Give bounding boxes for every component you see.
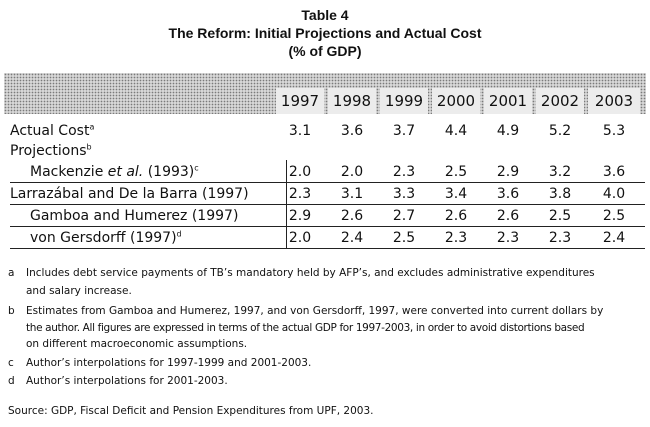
table-cell: 2.6 [444, 208, 468, 224]
year-header-2001: 2001 [488, 92, 528, 110]
row-divider [10, 226, 645, 227]
table-cell: 2.5 [548, 208, 572, 224]
table-cell: 2.6 [496, 208, 520, 224]
year-bg [276, 88, 324, 114]
row-label-actual-cost: Actual Costa [10, 122, 94, 140]
table-cell: 2.5 [392, 230, 416, 246]
table-cell: 2.3 [496, 230, 520, 246]
footnote-marker: c [194, 163, 199, 173]
row-label-italic: et al. [107, 164, 144, 180]
table-cell: 4.4 [444, 123, 468, 139]
table-cell: 3.6 [340, 123, 364, 139]
row-label-text: (1993) [143, 164, 195, 180]
table-cell: 2.9 [288, 208, 312, 224]
note-b-line3: on different macroeconomic assumptions. [26, 338, 248, 350]
year-bg [328, 88, 376, 114]
row-label-text: Actual Cost [10, 123, 90, 139]
table-title: Table 4 The Reform: Initial Projections … [0, 6, 650, 60]
table-cell: 3.2 [548, 164, 572, 180]
note-d-line1: Author’s interpolations for 2001-2003. [26, 375, 228, 387]
table-cell: 4.0 [602, 186, 626, 202]
table-cell: 2.3 [288, 186, 312, 202]
note-letter: c [8, 357, 14, 369]
table-cell: 3.4 [444, 186, 468, 202]
row-divider [10, 248, 645, 249]
year-header-1997: 1997 [280, 92, 320, 110]
row-label-projections: Projectionsb [10, 142, 92, 160]
year-header-1999: 1999 [384, 92, 424, 110]
year-bg [536, 88, 584, 114]
row-label-text: Mackenzie [30, 164, 108, 180]
table-cell: 2.7 [392, 208, 416, 224]
row-label-text: Projections [10, 143, 87, 159]
table-cell: 2.3 [444, 230, 468, 246]
table-cell: 2.5 [602, 208, 626, 224]
note-c-line1: Author’s interpolations for 1997-1999 an… [26, 357, 312, 369]
year-bg [432, 88, 480, 114]
year-header-2000: 2000 [436, 92, 476, 110]
table-cell: 2.3 [548, 230, 572, 246]
header-band-top [4, 73, 646, 88]
table-cell: 3.1 [340, 186, 364, 202]
table-cell: 2.4 [602, 230, 626, 246]
year-header-1998: 1998 [332, 92, 372, 110]
table-cell: 3.8 [548, 186, 572, 202]
table-cell: 3.6 [602, 164, 626, 180]
table-cell: 3.1 [288, 123, 312, 139]
row-divider [10, 204, 645, 205]
table-cell: 2.9 [496, 164, 520, 180]
note-a-line1: Includes debt service payments of TB’s m… [26, 267, 595, 279]
table-cell: 3.6 [496, 186, 520, 202]
year-bg [588, 88, 640, 114]
table-caption: The Reform: Initial Projections and Actu… [168, 25, 482, 41]
footnote-marker: d [176, 229, 182, 239]
row-label-larrazabal: Larrazábal and De la Barra (1997) [10, 186, 249, 202]
table-cell: 5.3 [602, 123, 626, 139]
note-b-line2: the author. All figures are expressed in… [26, 322, 585, 334]
note-letter: a [8, 267, 15, 279]
table-cell: 2.3 [392, 164, 416, 180]
row-divider [10, 182, 645, 183]
table-cell: 2.6 [340, 208, 364, 224]
row-label-text: von Gersdorff (1997) [30, 230, 177, 246]
year-header-2003: 2003 [594, 92, 634, 110]
table-cell: 5.2 [548, 123, 572, 139]
source-note: Source: GDP, Fiscal Deficit and Pension … [8, 405, 374, 417]
note-a-line2: and salary increase. [26, 285, 132, 297]
table-cell: 2.4 [340, 230, 364, 246]
table-cell: 2.5 [444, 164, 468, 180]
table-cell: 2.0 [288, 230, 312, 246]
table-number: Table 4 [301, 7, 349, 23]
row-label-mackenzie: Mackenzie et al. (1993)c [30, 163, 199, 181]
table-cell: 3.3 [392, 186, 416, 202]
footnote-marker: a [89, 122, 95, 132]
table-cell: 4.9 [496, 123, 520, 139]
footnote-marker: b [86, 142, 92, 152]
year-bg [380, 88, 428, 114]
note-letter: d [8, 375, 15, 387]
year-bg [484, 88, 532, 114]
note-letter: b [8, 305, 15, 317]
table-cell: 2.0 [288, 164, 312, 180]
table-unit: (% of GDP) [288, 43, 362, 59]
row-label-gersdorff: von Gersdorff (1997)d [30, 229, 182, 247]
note-b-line1: Estimates from Gamboa and Humerez, 1997,… [26, 305, 604, 317]
row-label-gamboa: Gamboa and Humerez (1997) [30, 208, 239, 224]
table-cell: 2.0 [340, 164, 364, 180]
year-header-2002: 2002 [540, 92, 580, 110]
table-cell: 3.7 [392, 123, 416, 139]
